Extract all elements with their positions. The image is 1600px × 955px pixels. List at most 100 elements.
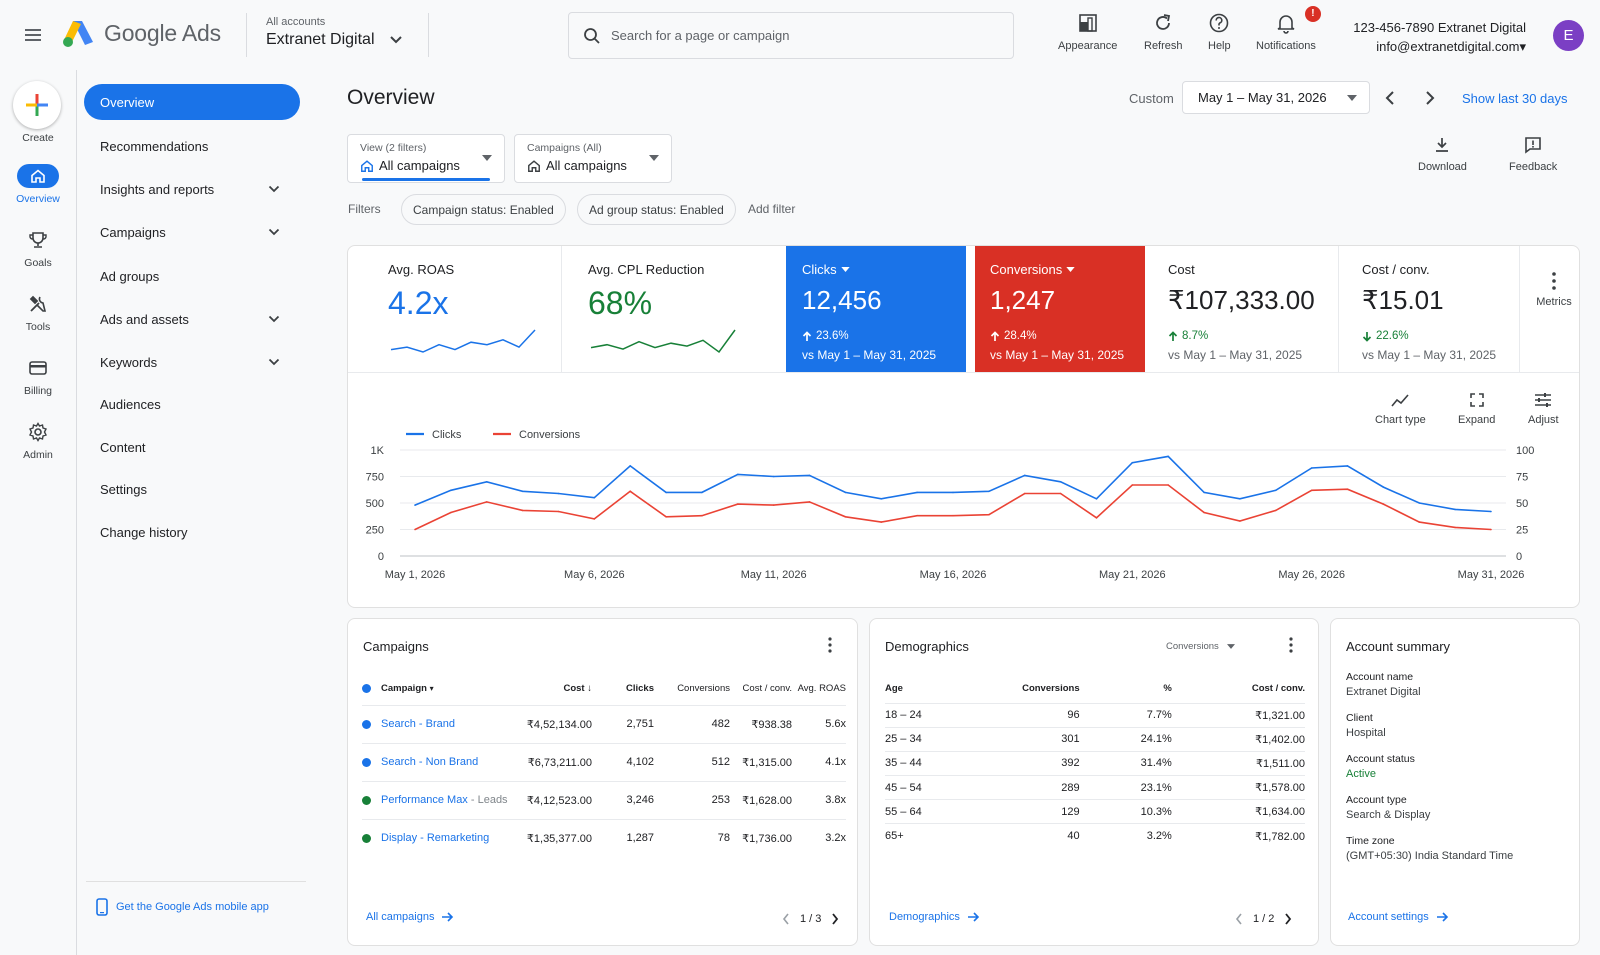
metric-tile-cost[interactable]: Cost ₹107,333.00 8.7% vs May 1 – May 31,… xyxy=(1168,246,1338,372)
campaign-link[interactable]: Display - Remarketing xyxy=(381,832,490,845)
metric-tile-clicks[interactable]: Clicks 12,456 23.6% vs May 1 – May 31, 2… xyxy=(786,246,966,372)
column-header-avg-roas[interactable]: Avg. ROAS xyxy=(797,683,846,695)
data-point-conversions xyxy=(485,501,488,503)
rail-item-tools[interactable]: Tools xyxy=(0,292,76,333)
filter-chip-ad-group-status[interactable]: Ad group status: Enabled xyxy=(577,194,736,225)
status-dot xyxy=(362,795,371,805)
rail-item-admin[interactable]: Admin xyxy=(0,420,76,461)
mobile-app-link[interactable]: Get the Google Ads mobile app xyxy=(96,898,269,916)
refresh-button[interactable]: Refresh xyxy=(1144,12,1183,52)
expand-button[interactable]: Expand xyxy=(1458,392,1495,426)
nav-item-ad-groups[interactable]: Ad groups xyxy=(84,258,300,294)
rail-item-label: Overview xyxy=(16,193,60,205)
filter-chip-campaign-status[interactable]: Campaign status: Enabled xyxy=(401,194,566,225)
metric-compare: vs May 1 – May 31, 2025 xyxy=(1362,348,1497,362)
metric-compare: vs May 1 – May 31, 2025 xyxy=(1168,348,1303,362)
more-vert-icon[interactable] xyxy=(828,637,832,653)
appearance-button[interactable]: Appearance xyxy=(1058,12,1117,52)
nav-item-label: Ads and assets xyxy=(100,311,189,327)
nav-item-overview[interactable]: Overview xyxy=(84,84,300,120)
conversions-cell: 392 xyxy=(987,750,1080,776)
chevron-left-icon[interactable] xyxy=(1235,913,1243,925)
data-point-clicks xyxy=(988,490,990,493)
table-row[interactable]: Display - Remarketing ₹1,35,377.00 1,287 78… xyxy=(362,818,846,857)
nav-item-keywords[interactable]: Keywords xyxy=(84,344,300,380)
demographics-metric-select[interactable]: Conversions xyxy=(1166,641,1235,652)
avatar[interactable]: E xyxy=(1553,20,1584,51)
nav-item-content[interactable]: Content xyxy=(84,429,300,465)
date-range-select[interactable]: May 1 – May 31, 2026 xyxy=(1182,81,1370,114)
data-point-conversions xyxy=(701,514,703,517)
download-button[interactable]: Download xyxy=(1418,135,1467,173)
column-header-clicks[interactable]: Clicks xyxy=(592,673,654,705)
account-settings-label: Account settings xyxy=(1348,911,1429,923)
metric-tile-conversions[interactable]: Conversions 1,247 28.4% vs May 1 – May 3… xyxy=(975,246,1145,372)
menu-icon[interactable] xyxy=(22,24,44,46)
metrics-menu-button[interactable]: Metrics xyxy=(1528,272,1579,308)
table-row[interactable]: Performance Max - Leads ₹4,12,523.00 3,246… xyxy=(362,780,846,819)
nav-item-ads-and-assets[interactable]: Ads and assets xyxy=(84,301,300,337)
rail-item-overview[interactable]: Overview xyxy=(0,164,76,205)
chevron-left-icon[interactable] xyxy=(782,913,790,925)
column-header-cost[interactable]: Cost ↓ xyxy=(512,673,592,705)
metric-tile-avg-roas[interactable]: Avg. ROAS 4.2x xyxy=(388,246,558,372)
divider xyxy=(1338,246,1339,372)
appearance-label: Appearance xyxy=(1058,40,1118,52)
data-point-conversions xyxy=(1346,488,1349,490)
search-input[interactable]: Search for a page or campaign xyxy=(568,12,1014,59)
adjust-button[interactable]: Adjust xyxy=(1528,392,1559,426)
data-point-conversions xyxy=(1418,521,1421,523)
more-vert-icon[interactable] xyxy=(1289,637,1293,653)
account-summary-value: Hospital xyxy=(1346,727,1386,739)
nav-item-campaigns[interactable]: Campaigns xyxy=(84,214,300,250)
nav-item-recommendations[interactable]: Recommendations xyxy=(84,128,300,164)
nav-item-settings[interactable]: Settings xyxy=(84,471,300,507)
help-button[interactable]: Help xyxy=(1208,12,1231,52)
column-header-campaign[interactable]: Campaign ▾ xyxy=(362,673,512,705)
campaign-link[interactable]: Search - Non Brand xyxy=(381,756,479,768)
metric-tile-avg-cpl-reduction[interactable]: Avg. CPL Reduction 68% xyxy=(588,246,768,372)
feedback-button[interactable]: Feedback xyxy=(1509,135,1557,173)
age-cell: 25 – 34 xyxy=(885,726,988,752)
google-ads-logo[interactable]: Google Ads xyxy=(62,18,221,48)
account-summary-label: Account name xyxy=(1346,671,1414,683)
user-account-menu[interactable]: 123-456-7890 Extranet Digital info@extra… xyxy=(1353,20,1526,55)
status-dot xyxy=(362,757,371,767)
column-header-cost-per-conv[interactable]: Cost / conv. xyxy=(742,683,792,695)
nav-item-insights-and-reports[interactable]: Insights and reports xyxy=(84,171,300,207)
card-title: Campaigns xyxy=(363,639,429,654)
conversions-cell: 482 xyxy=(654,704,730,743)
table-row[interactable]: Search - Non Brand ₹6,73,211.00 4,102 512 ₹1… xyxy=(362,742,846,781)
age-cell: 35 – 44 xyxy=(885,750,988,776)
notifications-button[interactable]: ! Notifications xyxy=(1256,6,1321,52)
demographics-link[interactable]: Demographics xyxy=(889,911,980,923)
chevron-right-icon[interactable] xyxy=(831,913,839,925)
show-last-30-days-link[interactable]: Show last 30 days xyxy=(1462,91,1568,106)
campaign-link[interactable]: Performance Max xyxy=(381,794,468,806)
chart-type-button[interactable]: Chart type xyxy=(1375,392,1426,426)
cost-per-conv-cell: ₹1,782.00 xyxy=(1171,823,1305,849)
campaign-filter-dropdown[interactable]: Campaigns (All) All campaigns xyxy=(514,134,672,183)
nav-item-audiences[interactable]: Audiences xyxy=(84,386,300,422)
divider xyxy=(561,246,562,372)
table-row[interactable]: Search - Brand ₹4,52,134.00 2,751 482 ₹938.3… xyxy=(362,704,846,743)
status-dot xyxy=(362,833,371,843)
chevron-right-icon[interactable] xyxy=(1284,913,1292,925)
all-campaigns-link[interactable]: All campaigns xyxy=(366,911,454,923)
date-next-button[interactable] xyxy=(1418,86,1442,110)
account-settings-link[interactable]: Account settings xyxy=(1348,911,1449,923)
rail-item-goals[interactable]: Goals xyxy=(0,228,76,269)
rail-item-billing[interactable]: Billing xyxy=(0,356,76,397)
nav-item-change-history[interactable]: Change history xyxy=(84,514,300,550)
add-filter-button[interactable]: Add filter xyxy=(748,202,796,216)
data-point-clicks xyxy=(1023,474,1026,477)
view-filter-dropdown[interactable]: View (2 filters) All campaigns xyxy=(347,134,505,183)
column-header-conversions[interactable]: Conversions xyxy=(677,683,730,695)
create-button[interactable] xyxy=(13,81,61,129)
date-prev-button[interactable] xyxy=(1378,86,1402,110)
nav-item-label: Content xyxy=(100,439,146,455)
demographics-link-label: Demographics xyxy=(889,911,960,923)
metric-tile-cost-per-conv[interactable]: Cost / conv. ₹15.01 22.6% vs May 1 – May… xyxy=(1362,246,1522,372)
account-switcher[interactable]: All accounts Extranet Digital xyxy=(266,16,403,49)
campaign-link[interactable]: Search - Brand xyxy=(381,718,455,730)
